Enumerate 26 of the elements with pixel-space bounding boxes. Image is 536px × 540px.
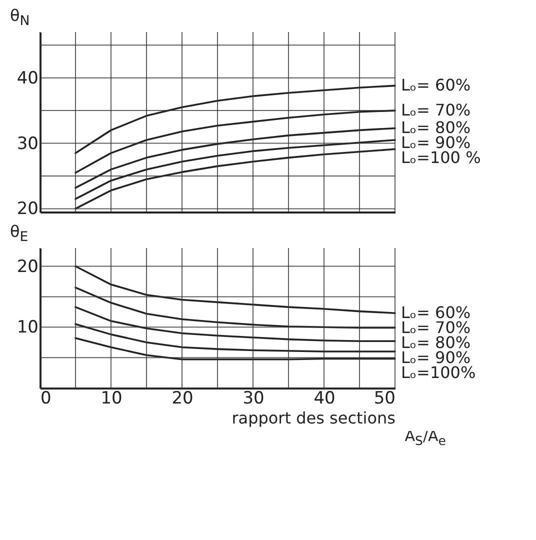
line-series: [74, 110, 396, 174]
y-tick-label: 30: [16, 134, 38, 154]
series-label: Lₒ= 70%: [401, 100, 471, 120]
y-axis-title: θ$_{E}$: [10, 222, 28, 246]
x-axis-title: rapport des sections: [232, 408, 396, 428]
y-tick-label: 40: [16, 68, 38, 88]
y-tick-label: 20: [16, 199, 38, 220]
line-series: [74, 306, 396, 342]
x-tick-label: 40: [314, 388, 336, 408]
x-tick-label: 20: [172, 388, 194, 408]
line-series: [74, 127, 396, 189]
y-tick-label: 20: [16, 256, 38, 277]
line-series: [74, 139, 396, 200]
y-axis-title: θ$_{N}$: [10, 6, 30, 30]
y-tick-label: 10: [16, 318, 38, 338]
x-tick-label: 10: [100, 388, 122, 408]
line-series: [74, 337, 396, 360]
line-series: [74, 323, 396, 352]
line-series: [74, 148, 396, 210]
x-tick-label: 0: [40, 388, 52, 408]
line-series: [74, 265, 396, 314]
line-series: [74, 84, 396, 154]
series-label: Lₒ= 60%: [401, 76, 471, 95]
x-tick-label: 30: [242, 388, 264, 408]
line-series: [74, 286, 396, 329]
x-tick-label: 50: [374, 388, 396, 408]
